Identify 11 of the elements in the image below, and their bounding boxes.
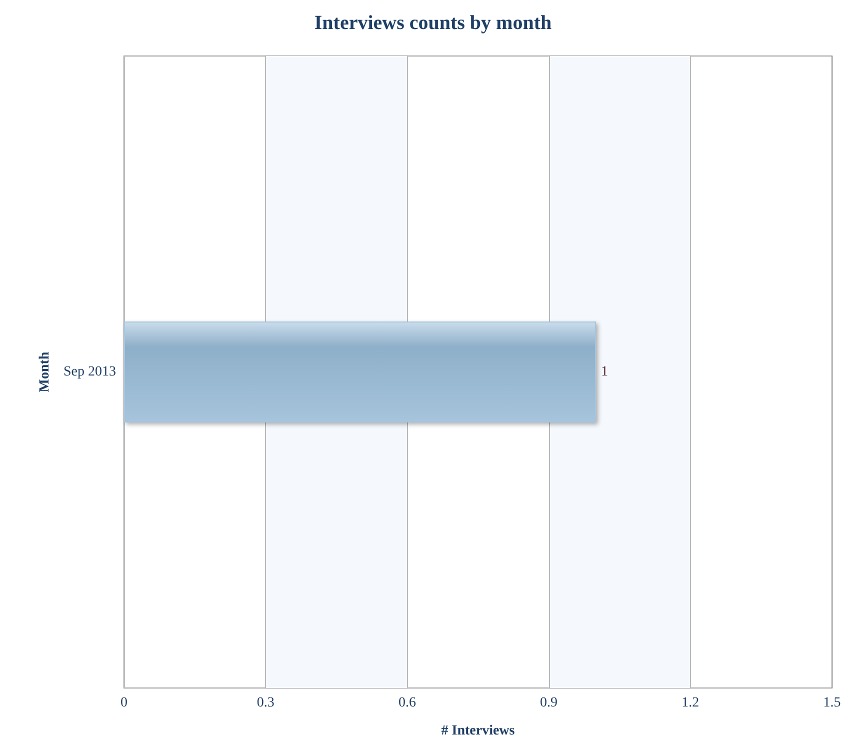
- y-tick-label: Sep 2013: [64, 364, 116, 380]
- x-tick-label: 1.2: [682, 696, 700, 710]
- x-axis-title: # Interviews: [441, 724, 516, 738]
- x-tick-label: 0.3: [256, 696, 274, 710]
- data-label: 1: [601, 364, 608, 380]
- y-axis-title: Month: [38, 352, 52, 392]
- x-tick-label: 1.5: [823, 696, 841, 710]
- chart-title: Interviews counts by month: [314, 12, 552, 34]
- x-tick-label: 0.6: [398, 696, 416, 710]
- x-tick-label: 0: [120, 696, 128, 710]
- x-tick-label: 0.9: [540, 696, 558, 710]
